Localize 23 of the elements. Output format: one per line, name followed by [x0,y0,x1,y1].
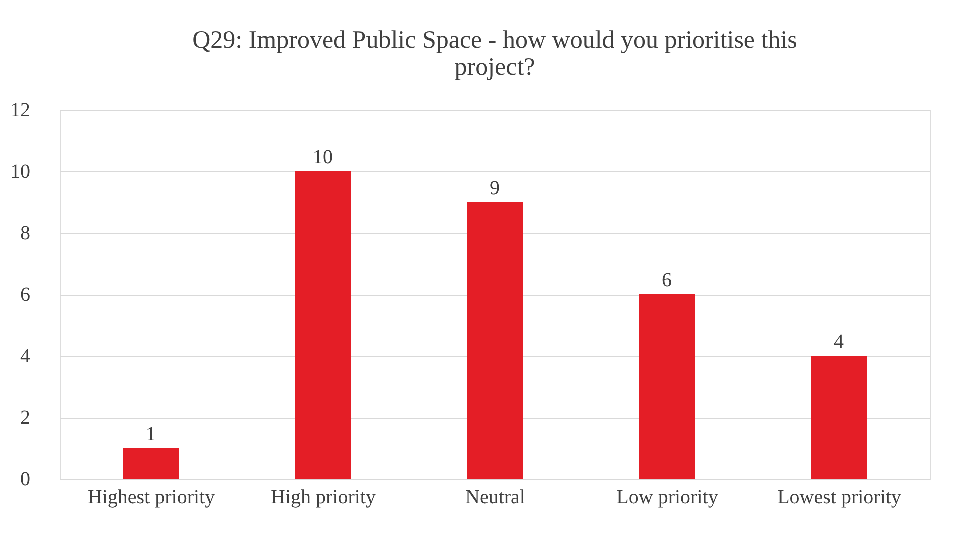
x-tick-label: High priority [271,486,376,508]
data-label: 1 [146,423,156,446]
data-label: 9 [490,177,500,200]
bar [639,294,695,479]
x-tick-label: Lowest priority [778,486,902,508]
y-tick-label: 0 [20,468,30,490]
y-tick-label: 2 [20,407,30,429]
bar [123,448,179,479]
y-tick-label: 12 [10,100,30,122]
y-tick-label: 10 [10,161,30,183]
bar [295,172,351,479]
chart-title: Q29: Improved Public Space - how would you prioritise this project? [192,27,798,81]
data-label: 6 [662,270,672,292]
x-tick-label: Low priority [616,486,718,508]
data-label: 10 [313,146,333,168]
y-tick-label: 4 [20,346,30,368]
bar [467,202,523,479]
y-tick-label: 6 [20,284,30,306]
y-tick-label: 8 [20,222,30,244]
bar [811,356,867,479]
x-tick-label: Neutral [466,486,526,508]
x-tick-label: Highest priority [88,486,216,508]
data-label: 4 [834,331,844,353]
